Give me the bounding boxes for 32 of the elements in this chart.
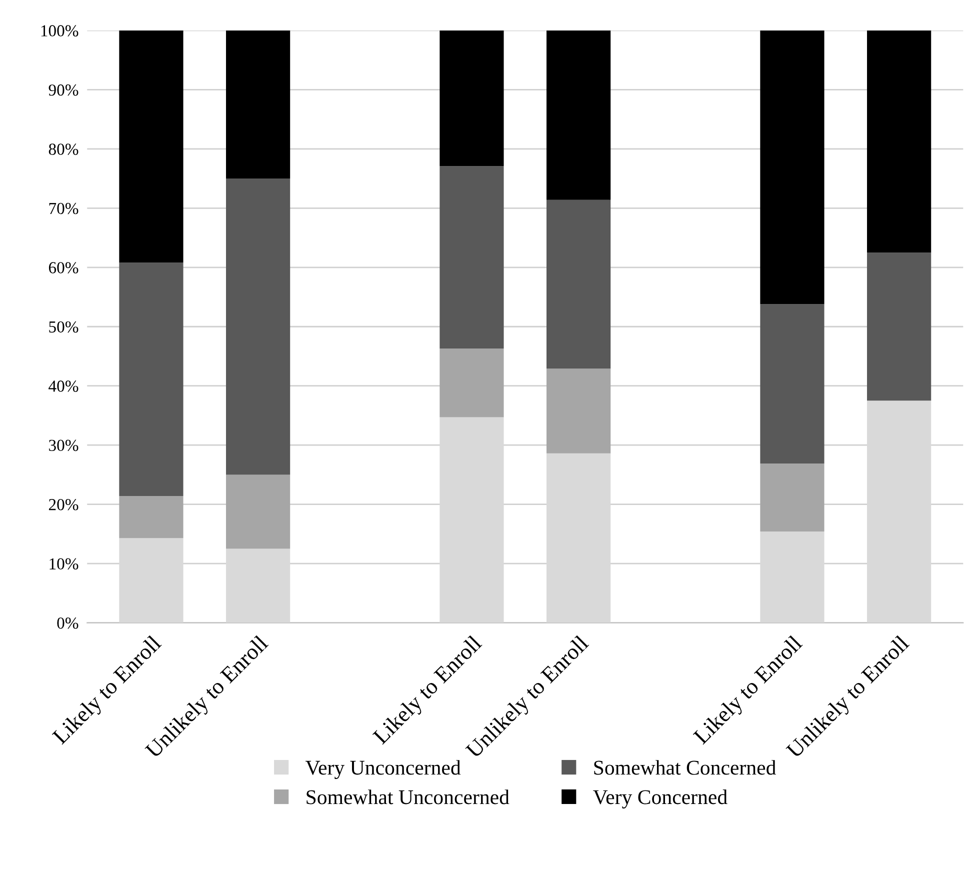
y-tick-label: 60%	[48, 262, 78, 274]
bar	[119, 30, 184, 263]
bar	[867, 30, 932, 253]
bar	[546, 200, 611, 369]
bar	[760, 304, 824, 464]
y-tick-label: 80%	[48, 144, 78, 155]
bar	[226, 30, 290, 179]
legend-label: Very Unconcerned	[306, 760, 461, 780]
legend-label: Very Concerned	[593, 790, 728, 808]
bar	[760, 463, 824, 532]
legend-label: Somewhat Unconcerned	[306, 790, 510, 804]
bar	[546, 30, 611, 200]
y-tick-label: 10%	[50, 558, 78, 570]
bar	[546, 368, 611, 454]
legend-label: Somewhat Concerned	[594, 760, 776, 775]
y-tick-label: 20%	[48, 499, 78, 510]
bar	[226, 474, 290, 549]
bar	[760, 30, 824, 304]
y-tick-label: 70%	[49, 202, 78, 214]
y-tick-label: 30%	[49, 440, 78, 452]
y-tick-label: 50%	[49, 321, 78, 333]
bar	[119, 262, 184, 496]
bar	[119, 496, 184, 538]
y-tick-label: 100%	[41, 25, 78, 36]
bar	[440, 30, 504, 166]
y-tick-label: 40%	[48, 380, 78, 392]
y-tick-label: 90%	[48, 84, 78, 96]
y-tick-label: 0%	[57, 617, 78, 629]
bar	[867, 252, 932, 401]
bar	[440, 348, 504, 418]
bar	[440, 166, 504, 349]
bar	[226, 178, 290, 475]
